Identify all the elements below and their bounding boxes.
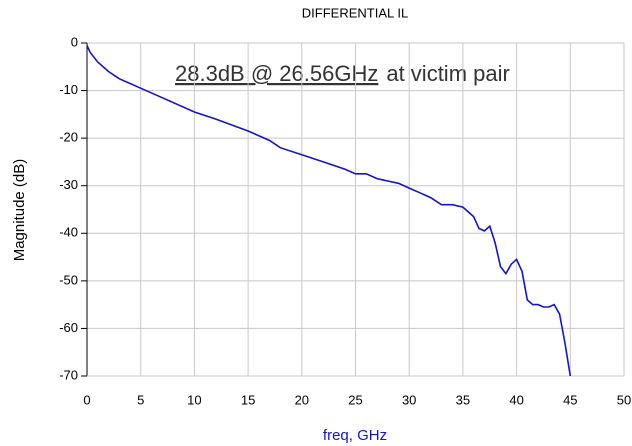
chart-title: DIFFERENTIAL IL [302,5,408,20]
x-tick-label: 30 [402,392,416,407]
x-tick-label: 10 [187,392,201,407]
annotation-suffix: at victim pair [386,61,509,86]
annotation: 28.3dB @ 26.56GHz at victim pair [175,61,510,86]
y-tick-label: -50 [59,272,78,287]
y-tick-label: 0 [71,34,78,49]
x-tick-label: 5 [137,392,144,407]
annotation-value: 28.3dB @ 26.56GHz [175,61,378,86]
x-tick-label: 40 [509,392,523,407]
x-tick-label: 15 [241,392,255,407]
y-tick-label: -40 [59,225,78,240]
x-tick-label: 20 [295,392,309,407]
y-tick-label: -20 [59,130,78,145]
x-tick-label: 25 [348,392,362,407]
x-tick-label: 50 [617,392,631,407]
y-axis-label: Magnitude (dB) [11,159,28,262]
y-tick-label: -10 [59,82,78,97]
x-tick-label: 35 [456,392,470,407]
x-axis-label: freq, GHz [323,427,387,444]
series-line [86,45,572,377]
x-tick-label: 45 [563,392,577,407]
y-tick-label: -30 [59,177,78,192]
y-tick-label: -60 [59,320,78,335]
x-tick-label: 0 [83,392,90,407]
y-tick-label: -70 [59,367,78,382]
